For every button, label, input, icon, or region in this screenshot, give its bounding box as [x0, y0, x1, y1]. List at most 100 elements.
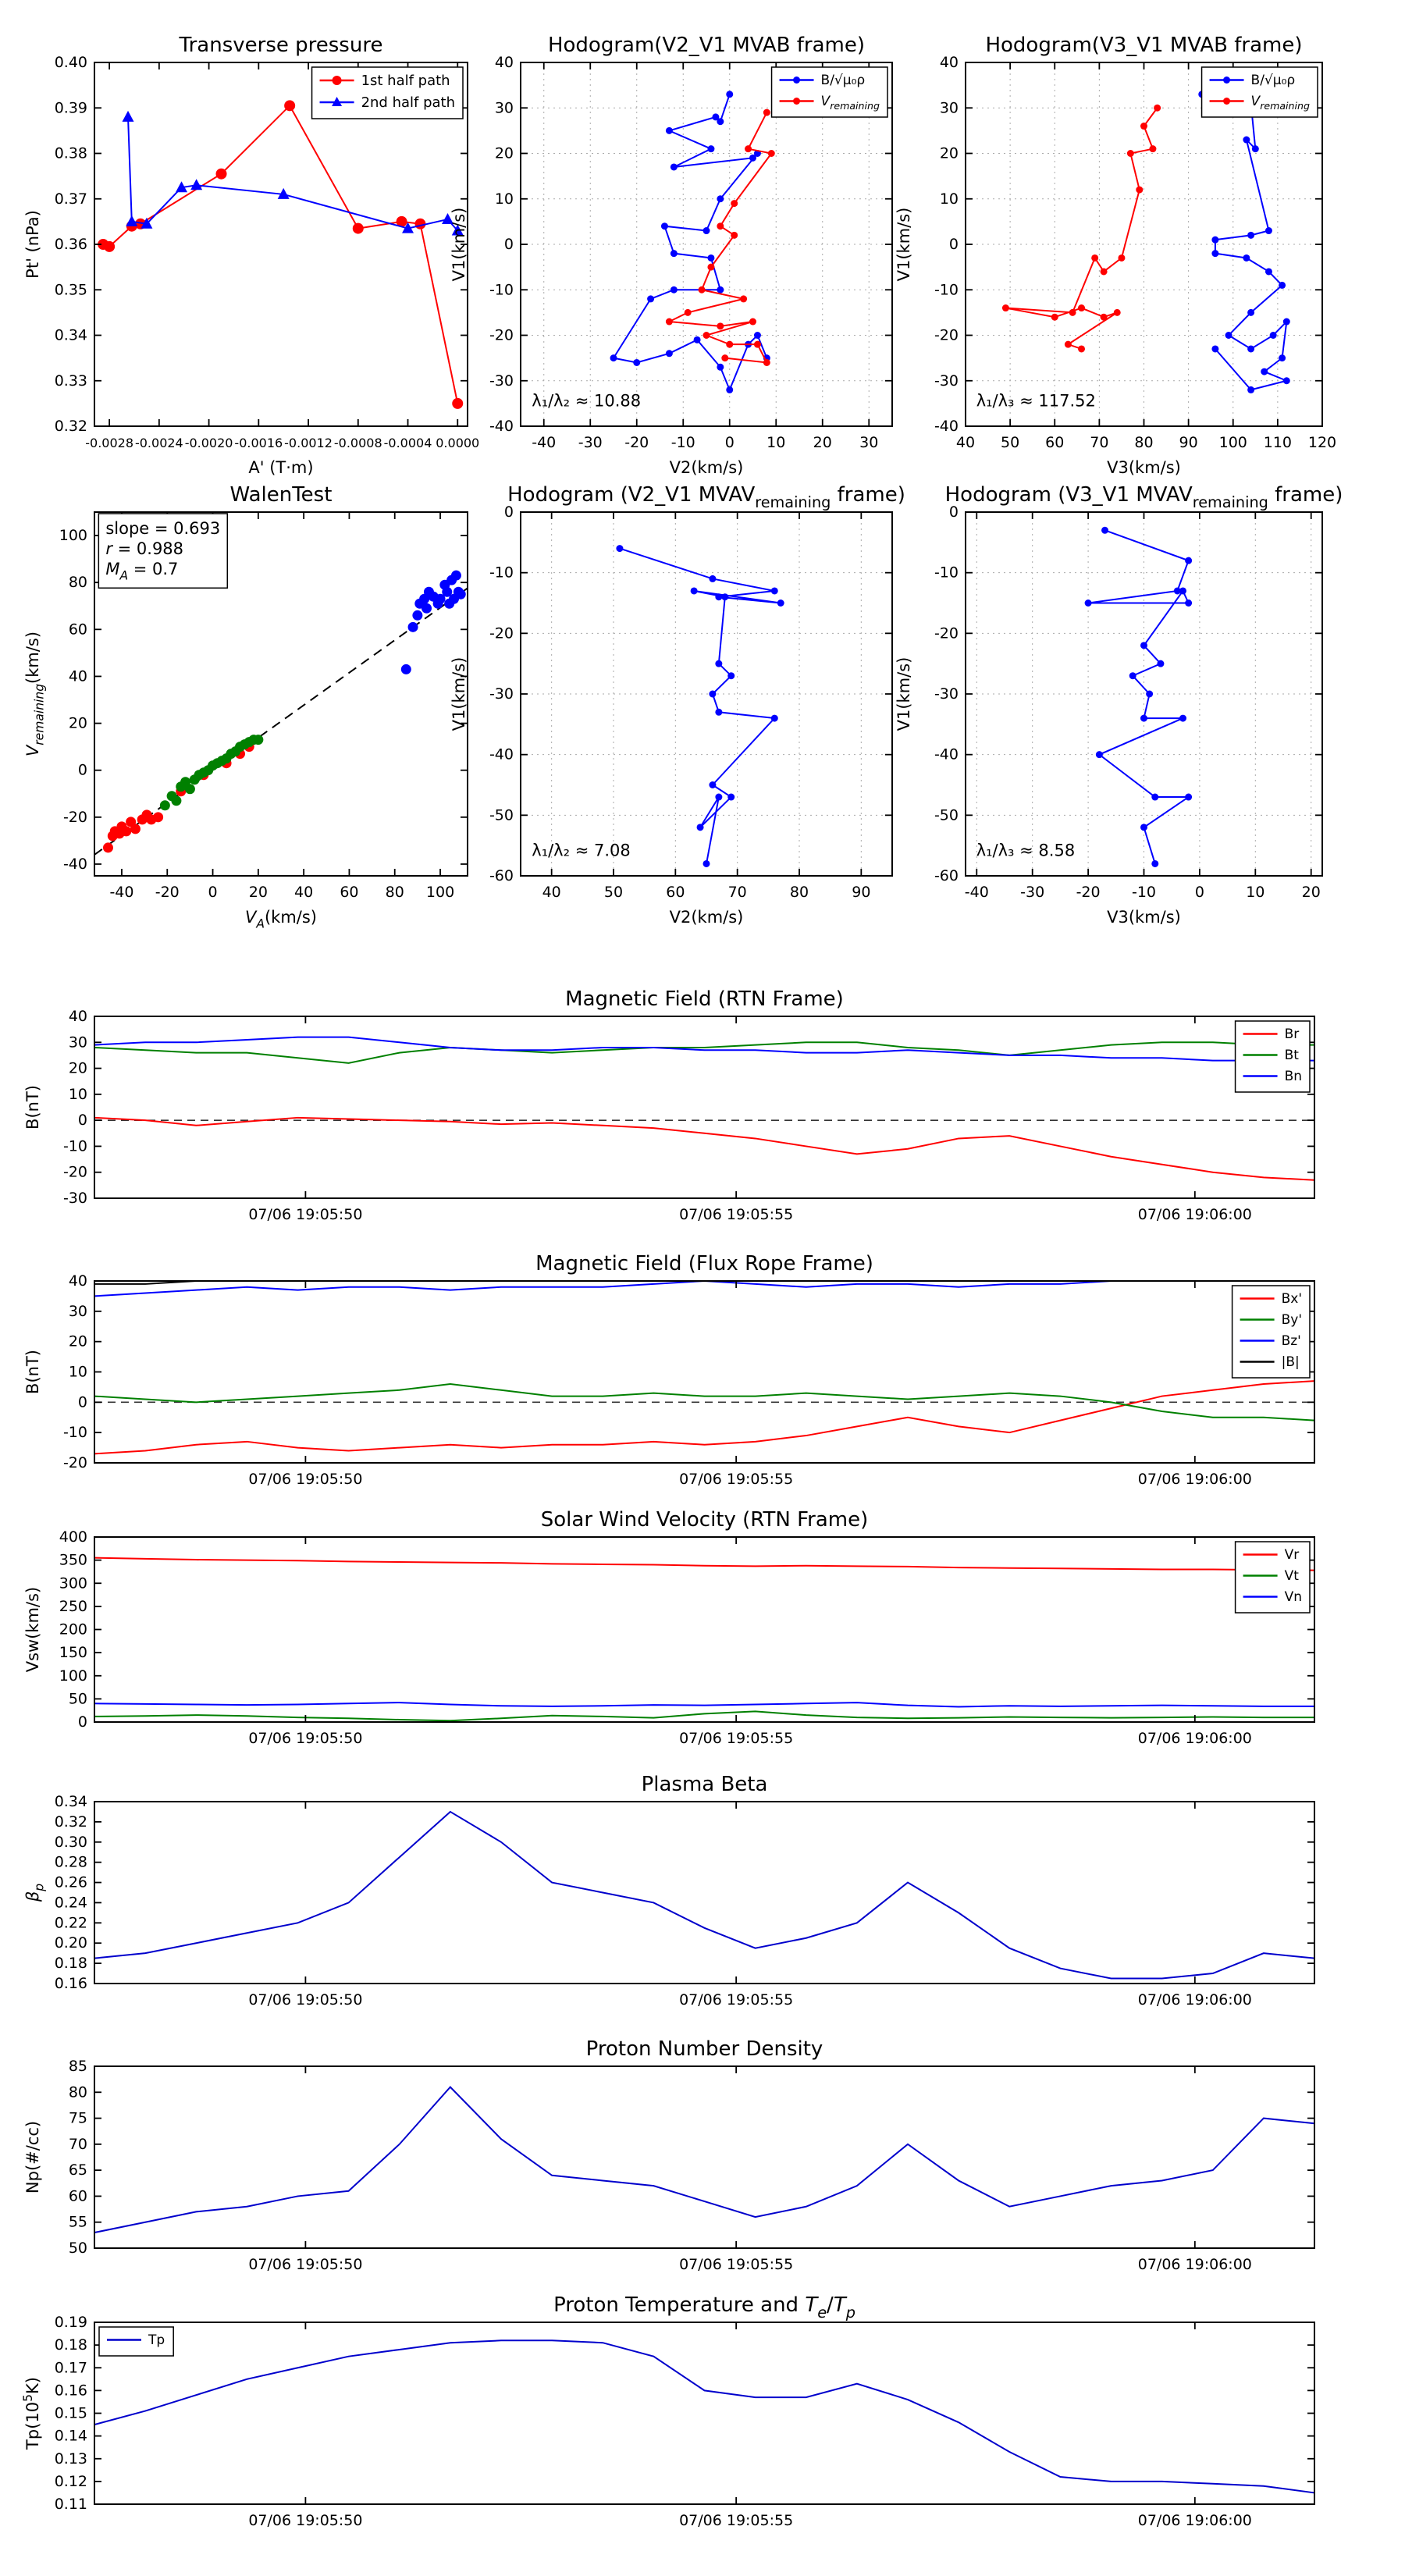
legend-label: By' — [1282, 1312, 1302, 1328]
marker-walen-red — [130, 824, 140, 834]
marker-B-mvab — [610, 354, 617, 362]
y-tick-label: -30 — [934, 372, 959, 390]
x-tick-label: -40 — [532, 434, 556, 451]
y-tick-label: -20 — [63, 1454, 87, 1471]
y-tick-label: 20 — [940, 145, 959, 162]
y-tick-label: 0.13 — [55, 2450, 87, 2467]
y-tick-label: -20 — [489, 327, 514, 344]
y-tick-label: 0 — [949, 503, 959, 521]
y-tick-label: 0.34 — [55, 1793, 87, 1810]
legend-sample-marker — [332, 76, 342, 85]
y-tick-label: -40 — [63, 856, 87, 873]
y-tick-label: 0.32 — [55, 418, 87, 435]
y-tick-label: 65 — [69, 2161, 87, 2179]
y-tick-label: 250 — [59, 1598, 87, 1615]
legend-box — [1234, 1020, 1311, 1093]
axes-frame — [94, 2322, 1315, 2505]
legend-box — [1200, 66, 1318, 118]
x-tick-label: 07/06 19:06:00 — [1138, 1730, 1252, 1747]
marker-walen-green — [184, 784, 195, 795]
annotation-text: r = 0.988 — [105, 539, 183, 558]
marker-V-remaining — [1149, 145, 1157, 153]
x-tick-label: 0 — [1195, 884, 1204, 901]
axes-frame — [94, 1536, 1315, 1723]
annotation-text: MA = 0.7 — [105, 560, 178, 582]
x-tick-label: -10 — [1132, 884, 1156, 901]
legend-label: Bt — [1285, 1048, 1300, 1063]
marker-V-remaining — [726, 340, 734, 348]
chart-hodogram-v3v1-mvav: -40 -30 -20 -10 0 10 20 0 -10 -20 -30 -40 -50 -60 Hodo… — [895, 483, 1343, 927]
x-tick-label: 07/06 19:06:00 — [1138, 1471, 1252, 1488]
x-tick-label: 07/06 19:05:55 — [679, 1471, 793, 1488]
legend: Tp — [98, 2326, 174, 2357]
y-tick-label: 0.15 — [55, 2405, 87, 2422]
x-tick-label: -0.0008 — [334, 436, 382, 450]
y-tick-label: 200 — [59, 1621, 87, 1638]
y-tick-label: 0.39 — [55, 99, 87, 116]
marker-V-mvav — [727, 672, 735, 680]
marker-walen-red — [102, 842, 113, 853]
marker-V-mvav — [1179, 714, 1186, 722]
marker-V-mvav — [1151, 859, 1159, 867]
chart-plasma-beta: 07/06 19:05:50 07/06 19:05:55 07/06 19:06:… — [23, 1773, 1315, 2008]
y-tick-label: 20 — [69, 1333, 87, 1350]
y-tick-label: 30 — [69, 1034, 87, 1051]
marker-V-remaining — [684, 308, 692, 316]
y-tick-label: 10 — [69, 1364, 87, 1381]
axes-frame — [94, 2065, 1315, 2249]
y-tick-label: 20 — [69, 715, 87, 732]
y-tick-label: 0.28 — [55, 1854, 87, 1871]
marker-walen-blue — [455, 589, 466, 600]
y-tick-label: -10 — [63, 1424, 87, 1441]
marker-B-mvab — [1247, 308, 1255, 316]
x-tick-label: 07/06 19:05:50 — [248, 2512, 362, 2529]
axes-frame — [94, 1801, 1315, 1984]
marker-walen-green — [253, 735, 264, 745]
marker-V-remaining — [721, 354, 729, 362]
x-tick-label: 10 — [1246, 884, 1264, 901]
series-Tp — [94, 2339, 1315, 2494]
marker-2nd-half-path — [442, 212, 454, 224]
marker-2nd-half-path — [190, 179, 203, 190]
legend-box — [311, 66, 464, 119]
marker-B-mvab — [707, 254, 715, 262]
legend: Br Bt Bn — [1234, 1020, 1311, 1093]
x-tick-label: 07/06 19:05:50 — [248, 1991, 362, 2008]
x-tick-label: -40 — [965, 884, 989, 901]
y-tick-label: 75 — [69, 2110, 87, 2127]
series-V-mvav — [1087, 529, 1191, 864]
y-axis-label: βp — [23, 1884, 46, 1902]
marker-B-mvab — [665, 126, 673, 134]
x-tick-label: 07/06 19:05:55 — [679, 2512, 793, 2529]
marker-walen-red — [153, 812, 164, 823]
y-tick-label: -20 — [63, 809, 87, 826]
y-tick-label: -60 — [934, 867, 959, 884]
x-tick-label: 07/06 19:05:50 — [248, 1471, 362, 1488]
series-Vr — [94, 1557, 1315, 1571]
series-beta-p — [94, 1810, 1315, 1980]
marker-B-mvab — [1247, 231, 1255, 239]
marker-walen-green — [159, 800, 170, 811]
marker-V-remaining — [749, 318, 756, 326]
marker-V-remaining — [702, 332, 710, 339]
marker-V-remaining — [1100, 313, 1108, 321]
legend: 1st half path 2nd half path — [311, 66, 464, 119]
marker-2nd-half-path — [402, 222, 414, 233]
y-tick-label: 0.19 — [55, 2314, 87, 2331]
chart-title: Plasma Beta — [642, 1773, 768, 1796]
x-tick-label: -40 — [109, 884, 133, 901]
marker-walen-green — [171, 795, 182, 806]
marker-B-mvab — [1279, 354, 1286, 362]
series-Bz — [94, 1279, 1314, 1297]
axes-frame — [94, 1016, 1315, 1199]
x-tick-label: 60 — [340, 884, 358, 901]
x-tick-label: 30 — [859, 434, 878, 451]
x-tick-label: 80 — [1134, 434, 1153, 451]
y-tick-label: 0.17 — [55, 2359, 87, 2376]
annotation: λ₁/λ₂ ≈ 7.08 — [532, 841, 630, 859]
chart-title: Proton Number Density — [586, 2037, 823, 2061]
y-tick-label: 0.36 — [55, 236, 87, 253]
series-Bx — [94, 1380, 1315, 1455]
